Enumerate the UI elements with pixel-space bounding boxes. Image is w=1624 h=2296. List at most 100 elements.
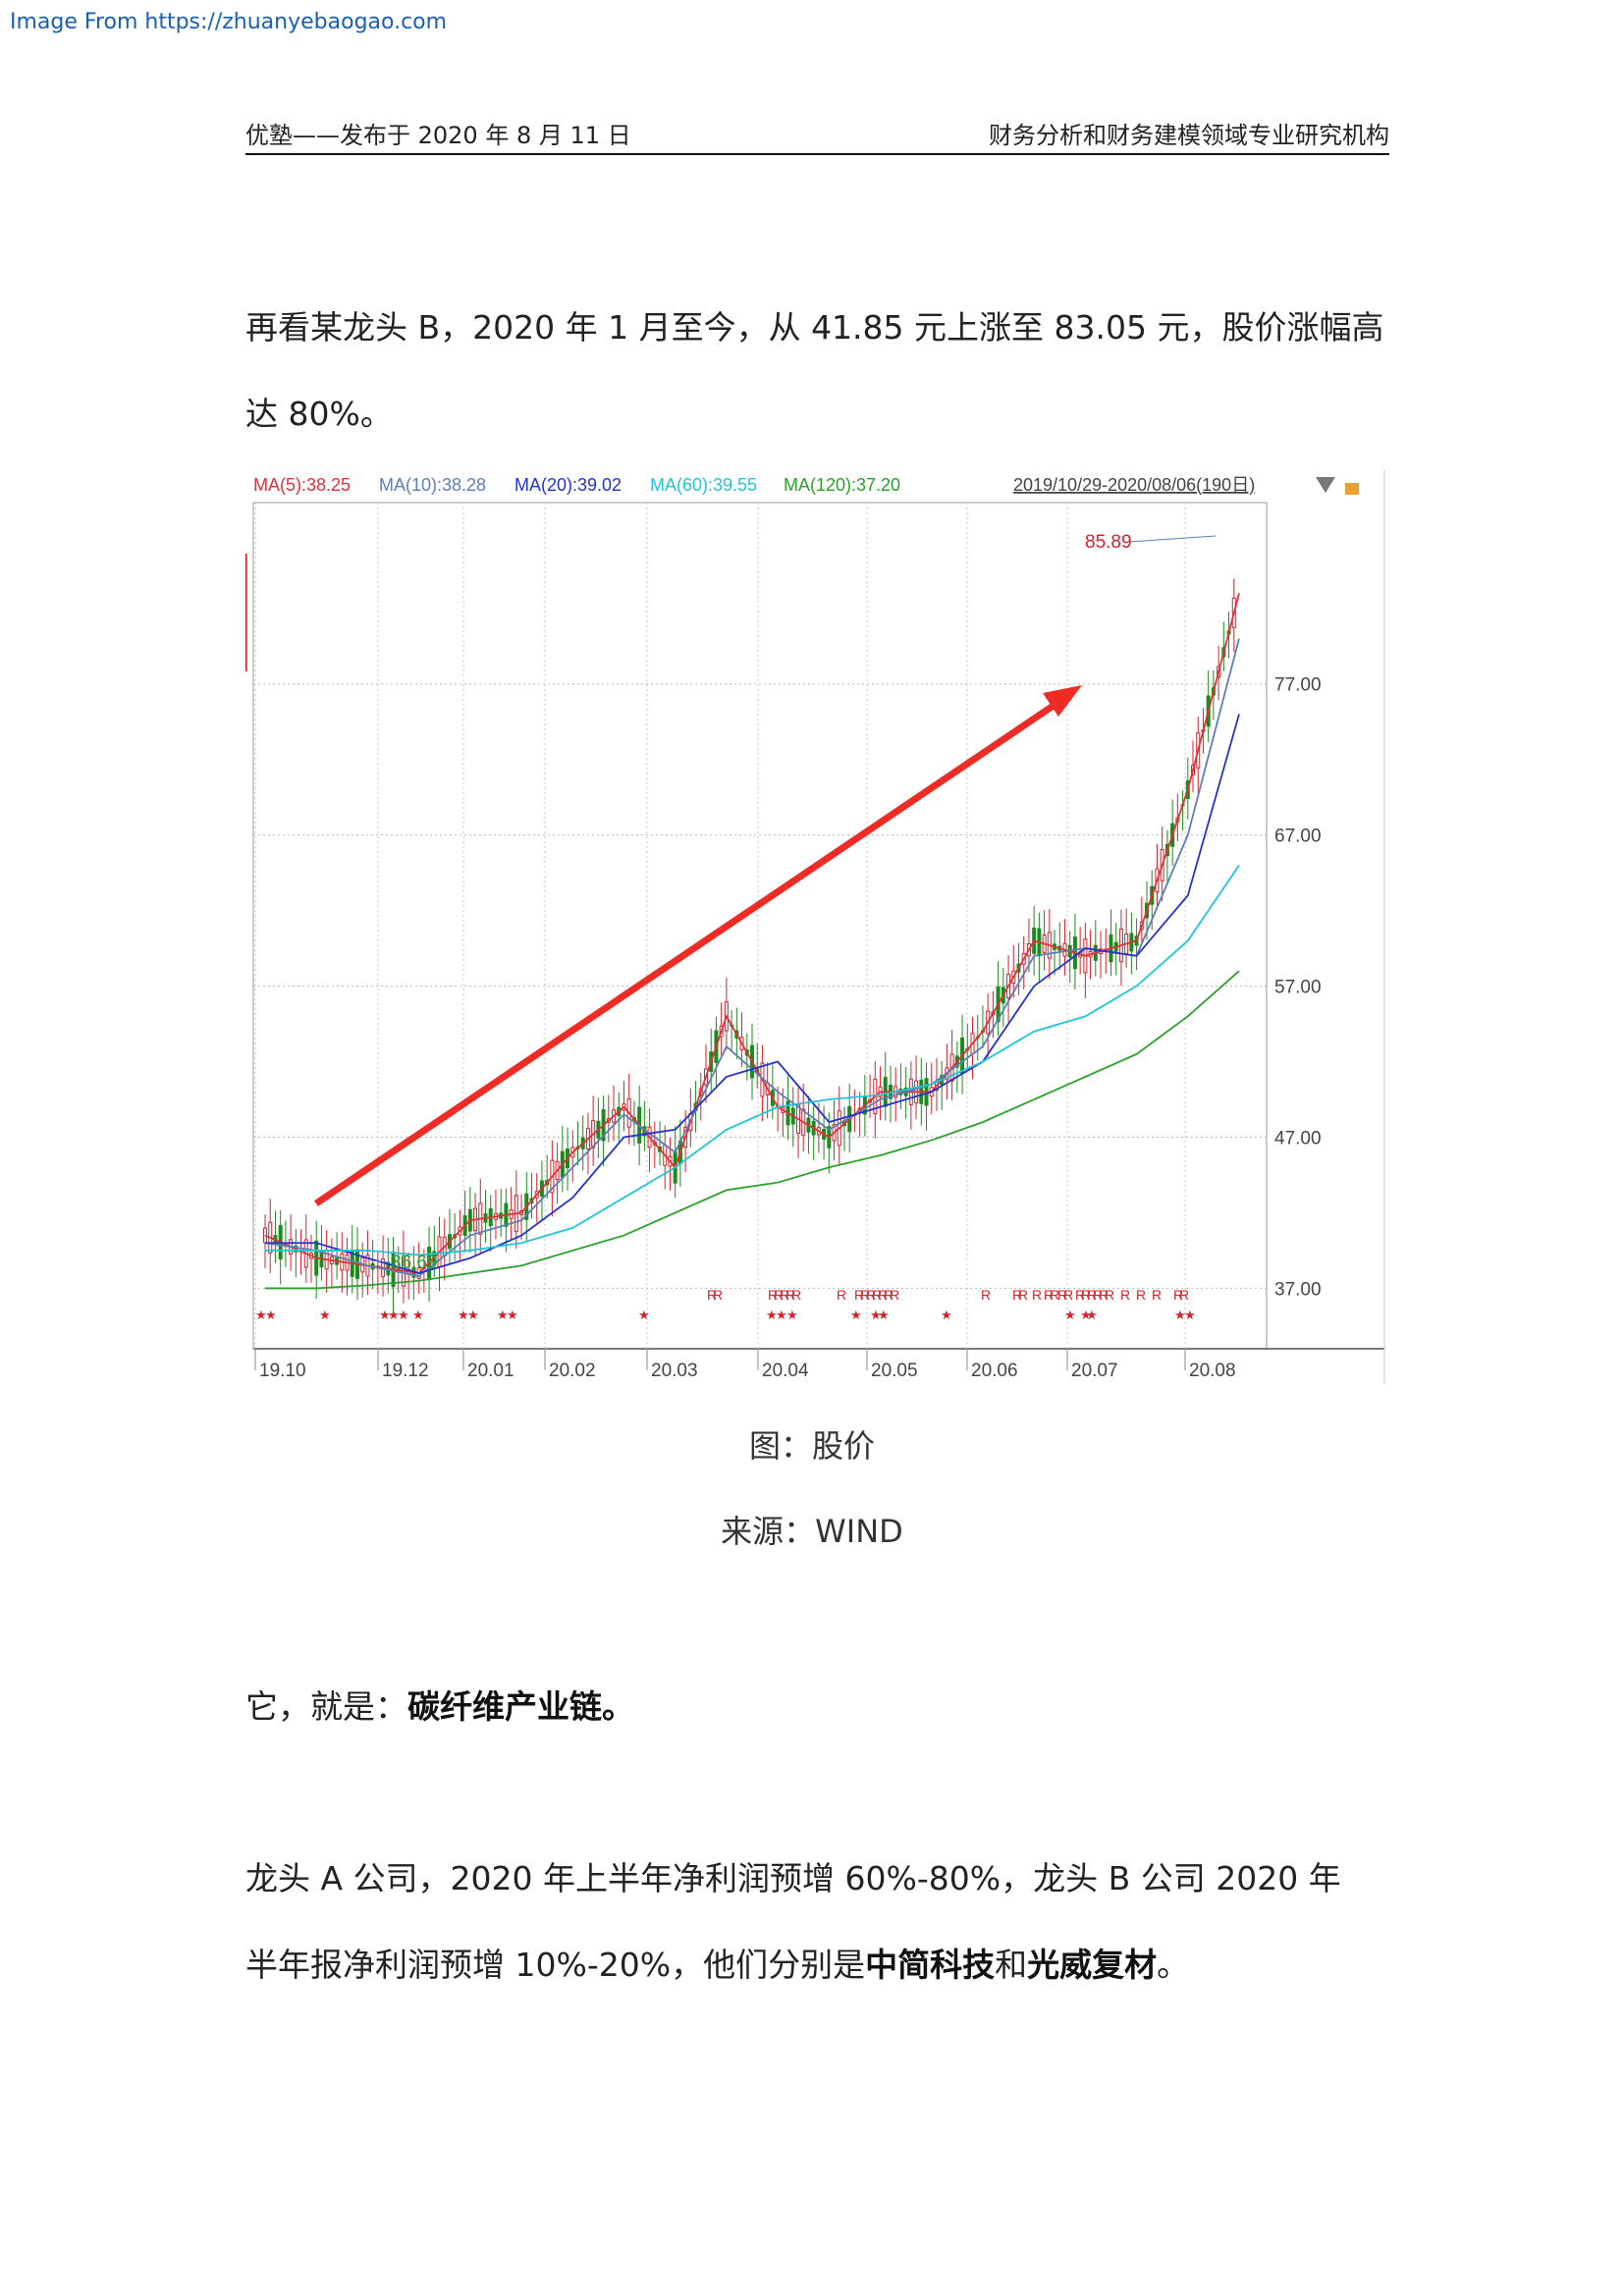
companies-conj: 和	[995, 1946, 1028, 1984]
event-star-marker: ★	[319, 1308, 331, 1323]
event-star-marker: ★	[1184, 1308, 1196, 1323]
event-r-marker: R	[768, 1287, 778, 1303]
x-tick-label: 20.05	[871, 1361, 918, 1381]
event-r-marker: R	[884, 1287, 893, 1303]
event-r-marker: R	[1050, 1287, 1059, 1303]
low-price-pointer	[370, 1259, 390, 1263]
legend-entry: MA(10):38.28	[379, 475, 486, 495]
event-r-marker: R	[1099, 1287, 1109, 1303]
legend-entry: MA(60):39.55	[650, 475, 757, 495]
event-star-marker: ★	[850, 1308, 862, 1323]
y-tick-label: 77.00	[1274, 675, 1322, 696]
y-tick-label: 47.00	[1274, 1129, 1322, 1149]
legend-entry: MA(20):39.02	[514, 475, 622, 495]
answer-bold: 碳纤维产业链。	[407, 1687, 634, 1726]
event-r-marker: R	[785, 1287, 795, 1303]
event-star-marker: ★	[941, 1308, 952, 1323]
trend-arrow-shaft	[314, 698, 1062, 1206]
event-r-marker: R	[866, 1287, 876, 1303]
event-r-marker: R	[872, 1287, 882, 1303]
companies-line1: 龙头 A 公司，2020 年上半年净利润预增 60%-80%，龙头 B 公司 2…	[245, 1859, 1341, 1897]
chart-svg: 37.00 47.00 57.00 67.00 77.00 19.10 19.12 20.01…	[245, 470, 1385, 1383]
legend-entry: MA(120):37.20	[784, 475, 900, 495]
event-r-marker: R	[1093, 1287, 1103, 1303]
event-star-marker: ★	[766, 1308, 778, 1323]
x-tick-label: 20.07	[1071, 1361, 1118, 1381]
event-r-marker: R	[791, 1287, 801, 1303]
event-r-marker: R	[1120, 1287, 1130, 1303]
event-r-marker: R	[713, 1287, 723, 1303]
event-star-marker: ★	[870, 1308, 882, 1323]
event-star-marker: ★	[1174, 1308, 1186, 1323]
event-star-marker: ★	[398, 1308, 409, 1323]
event-r-marker: R	[707, 1287, 717, 1303]
page-header: 优塾——发布于 2020 年 8 月 11 日 财务分析和财务建模领域专业研究机…	[245, 116, 1389, 155]
y-tick-label: 57.00	[1274, 978, 1322, 998]
paragraph-answer: 它，就是：碳纤维产业链。	[245, 1664, 1394, 1750]
event-r-marker: R	[1152, 1287, 1162, 1303]
event-r-marker: R	[1032, 1287, 1042, 1303]
event-star-marker: ★	[1086, 1308, 1098, 1323]
event-star-marker: ★	[776, 1308, 787, 1323]
header-left: 优塾——发布于 2020 年 8 月 11 日	[245, 122, 631, 149]
high-price-label: 85.89	[1085, 532, 1132, 553]
event-r-marker: R	[1105, 1287, 1114, 1303]
figure-source: 来源：WIND	[721, 1513, 903, 1550]
event-star-marker: ★	[1064, 1308, 1076, 1323]
event-r-marker: R	[981, 1287, 991, 1303]
x-tick-label: 20.03	[651, 1361, 698, 1381]
answer-prefix: 它，就是：	[245, 1687, 407, 1726]
trend-arrow-head	[1043, 685, 1082, 717]
high-price-pointer	[1128, 535, 1217, 543]
companies-line2-prefix: 半年报净利润预增 10%-20%，他们分别是	[245, 1946, 866, 1984]
event-star-marker: ★	[412, 1308, 424, 1323]
event-r-marker: R	[1081, 1287, 1091, 1303]
event-r-marker: R	[878, 1287, 888, 1303]
event-star-marker: ★	[265, 1308, 277, 1323]
event-r-marker: R	[837, 1287, 846, 1303]
paragraph-intro-line1: 再看某龙头 B，2020 年 1 月至今，从 41.85 元上涨至 83.05 …	[245, 308, 1384, 347]
legend-entry: MA(5):38.25	[253, 475, 351, 495]
stock-price-chart: 37.00 47.00 57.00 67.00 77.00 19.10 19.12 20.01…	[245, 465, 1394, 1388]
lock-icon	[1345, 483, 1359, 495]
paragraph-companies: 龙头 A 公司，2020 年上半年净利润预增 60%-80%，龙头 B 公司 2…	[245, 1836, 1394, 2008]
x-tick-label: 20.08	[1189, 1361, 1236, 1381]
date-range-label: 2019/10/29-2020/08/06(190日)	[1013, 475, 1255, 495]
dropdown-triangle-icon	[1316, 477, 1335, 493]
event-r-marker: R	[1063, 1287, 1073, 1303]
figure-title: 图：股价	[748, 1427, 875, 1465]
event-r-marker: R	[854, 1287, 864, 1303]
event-star-marker: ★	[1080, 1308, 1092, 1323]
event-star-marker: ★	[638, 1308, 650, 1323]
x-tick-label: 19.10	[259, 1361, 306, 1381]
event-star-marker: ★	[786, 1308, 798, 1323]
event-star-marker: ★	[497, 1308, 509, 1323]
event-r-marker: R	[1075, 1287, 1085, 1303]
event-r-marker: R	[1173, 1287, 1183, 1303]
plot-frame	[252, 502, 1268, 1350]
event-r-marker: R	[1012, 1287, 1022, 1303]
series-line-ma20	[265, 714, 1240, 1274]
x-tick-label: 19.12	[382, 1361, 429, 1381]
event-star-marker: ★	[379, 1308, 391, 1323]
paragraph-intro: 再看某龙头 B，2020 年 1 月至今，从 41.85 元上涨至 83.05 …	[245, 285, 1394, 457]
event-star-marker: ★	[255, 1308, 267, 1323]
x-tick-label: 20.06	[971, 1361, 1018, 1381]
event-r-marker: R	[774, 1287, 784, 1303]
company-1: 中简科技	[865, 1946, 996, 1984]
companies-line2: 半年报净利润预增 10%-20%，他们分别是中简科技和光威复材。	[245, 1922, 1394, 2008]
companies-end: 。	[1157, 1946, 1190, 1984]
event-star-marker: ★	[467, 1308, 479, 1323]
low-price-label: 36.69	[391, 1253, 438, 1273]
event-star-marker: ★	[458, 1308, 469, 1323]
event-r-marker: R	[1044, 1287, 1054, 1303]
event-r-marker: R	[1018, 1287, 1028, 1303]
event-r-marker: R	[1057, 1287, 1067, 1303]
watermark[interactable]: Image From https://zhuanyebaogao.com	[10, 10, 448, 34]
event-r-marker: R	[860, 1287, 870, 1303]
paragraph-intro-line2: 达 80%。	[245, 395, 393, 433]
series-line-ma60	[265, 864, 1240, 1256]
event-r-marker: R	[1179, 1287, 1189, 1303]
company-2: 光威复材	[1027, 1946, 1158, 1984]
event-r-marker: R	[1087, 1287, 1097, 1303]
